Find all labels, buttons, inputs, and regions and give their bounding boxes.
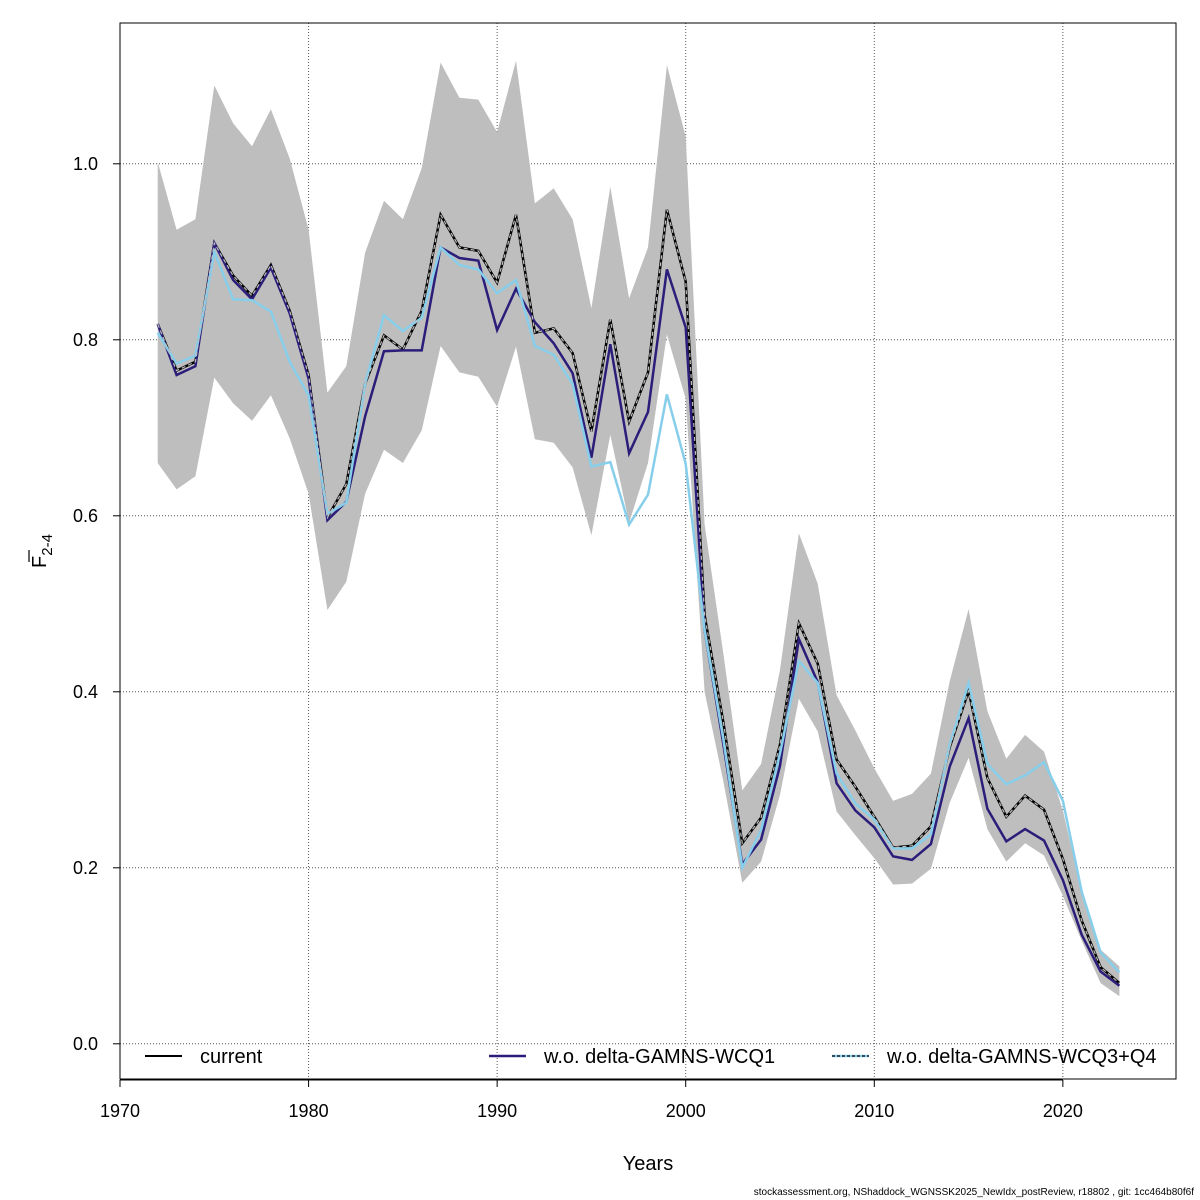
confidence-band [157, 60, 1120, 997]
x-tick-label: 1990 [477, 1101, 517, 1121]
y-axis-title: F2-4 [28, 534, 56, 568]
x-axis: 1970 1980 1990 2000 2010 2020 [100, 1079, 1083, 1121]
footer-credit: stockassessment.org, NShaddock_WGNSSK202… [753, 1187, 1194, 1198]
y-tick-label: 1.0 [73, 154, 98, 174]
legend-label-wo-wcq1: w.o. delta-GAMNS-WCQ1 [543, 1046, 775, 1068]
x-axis-title: Years [623, 1153, 673, 1175]
y-tick-label: 0.2 [73, 858, 98, 878]
y-axis-title-subscript: 2-4 [39, 534, 56, 556]
x-tick-label: 1970 [100, 1101, 140, 1121]
x-tick-label: 2010 [854, 1101, 894, 1121]
y-tick-label: 0.0 [73, 1034, 98, 1054]
legend: current w.o. delta-GAMNS-WCQ1 w.o. delta… [145, 1046, 1157, 1068]
y-tick-label: 0.6 [73, 506, 98, 526]
series-line-wo-wcq3q4 [156, 245, 1121, 974]
legend-label-wo-wcq3q4: w.o. delta-GAMNS-WCQ3+Q4 [886, 1046, 1157, 1068]
y-axis: 0.0 0.2 0.4 0.6 0.8 1.0 [73, 154, 121, 1054]
svg-text:F2-4: F2-4 [29, 534, 56, 568]
x-tick-label: 1980 [289, 1101, 329, 1121]
y-axis-title-base: F [29, 556, 51, 568]
x-tick-label: 2020 [1043, 1101, 1083, 1121]
series-layer [156, 209, 1121, 987]
y-tick-label: 0.4 [73, 682, 98, 702]
series-line-current-dash-overlay [157, 209, 1120, 984]
x-tick-label: 2000 [666, 1101, 706, 1121]
y-tick-label: 0.8 [73, 330, 98, 350]
legend-label-current: current [200, 1046, 263, 1068]
